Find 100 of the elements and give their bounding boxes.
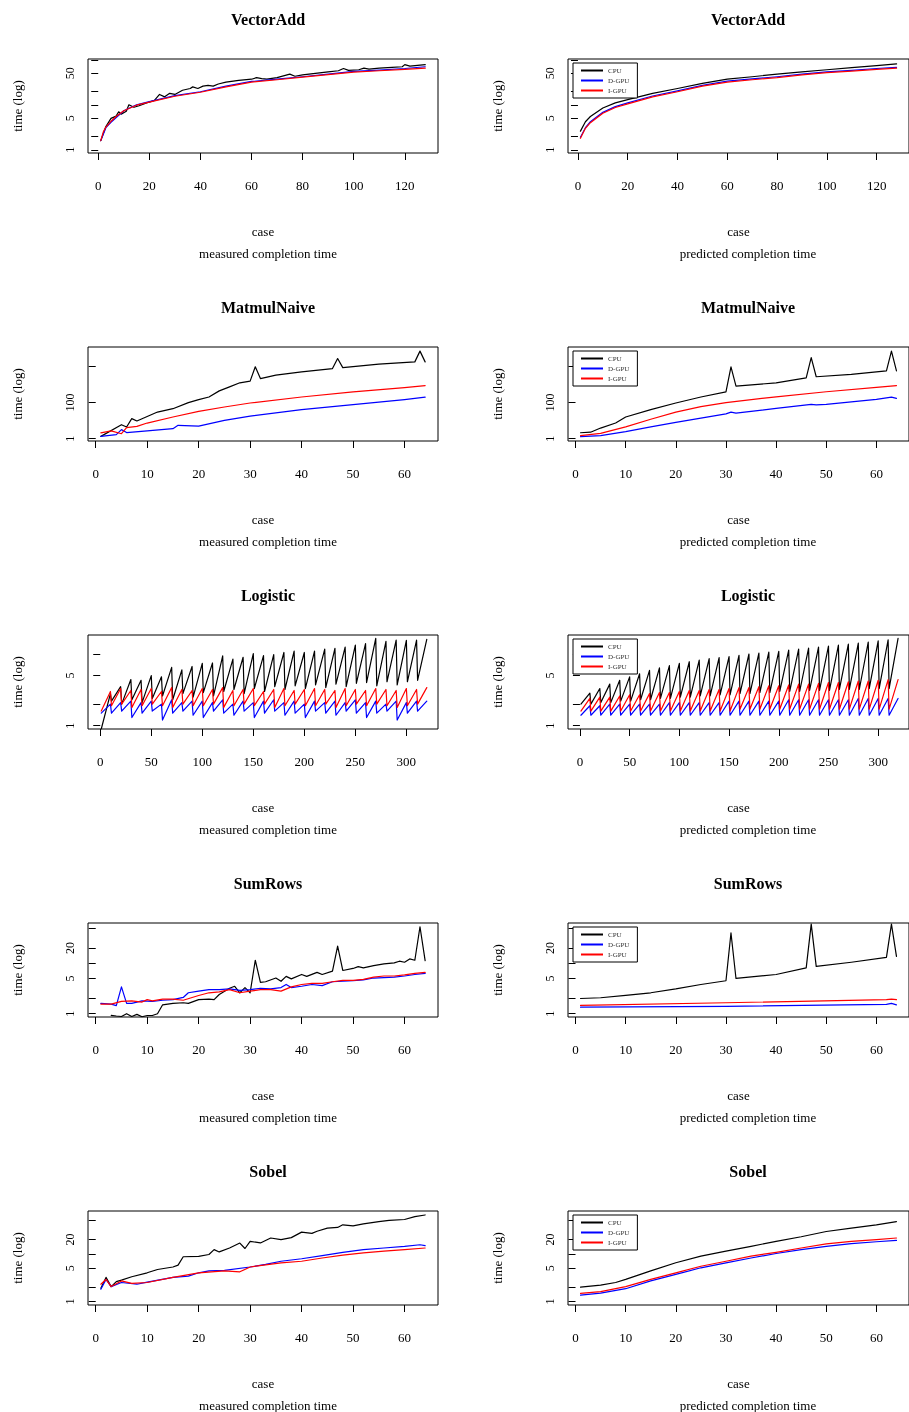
- x-tick-label: 0: [92, 466, 99, 481]
- x-tick-label: 200: [294, 754, 315, 769]
- x-axis-title: case: [251, 1376, 275, 1391]
- y-axis-title: time (log): [490, 656, 505, 708]
- x-axis-title: case: [251, 800, 275, 815]
- chart-title: MatmulNaive: [700, 298, 796, 316]
- chart-title: Sobel: [249, 1162, 288, 1180]
- x-tick-label: 30: [719, 1330, 733, 1345]
- y-tick-label: 1: [543, 1298, 557, 1305]
- x-tick-label: 80: [770, 178, 784, 193]
- x-tick-label: 200: [769, 754, 789, 769]
- y-tick-label: 1: [63, 1298, 77, 1305]
- y-tick-label: 5: [63, 975, 77, 982]
- x-tick-label: 150: [243, 754, 264, 769]
- y-axis-title: time (log): [10, 368, 25, 420]
- y-axis-title: time (log): [490, 368, 505, 420]
- x-tick-label: 50: [819, 466, 833, 481]
- x-axis-title: case: [727, 512, 750, 527]
- y-tick-label: 5: [543, 115, 557, 122]
- chart-title: VectorAdd: [710, 10, 786, 28]
- chart-title: SumRows: [713, 874, 783, 892]
- line-series: [579, 396, 898, 438]
- x-tick-label: 60: [245, 178, 258, 193]
- line-series: [579, 384, 898, 437]
- y-tick-label: 20: [543, 942, 557, 955]
- y-tick-label: 5: [63, 1265, 77, 1272]
- x-tick-label: 20: [669, 1330, 683, 1345]
- y-tick-label: 1: [63, 146, 77, 153]
- x-tick-label: 0: [574, 178, 582, 193]
- x-axis-title: case: [727, 224, 750, 239]
- text: predicted completion time: [679, 1398, 817, 1412]
- y-tick-label: 5: [63, 672, 77, 679]
- x-axis-title: case: [251, 512, 275, 527]
- x-axis-title: case: [251, 224, 275, 239]
- x-tick-label: 60: [720, 178, 734, 193]
- x-tick-label: 0: [572, 466, 579, 481]
- x-tick-label: 30: [719, 466, 733, 481]
- line-series: [100, 384, 426, 435]
- x-tick-label: 40: [295, 1042, 309, 1057]
- y-tick-label: 1: [63, 1010, 77, 1017]
- chart-title: MatmulNaive: [220, 298, 316, 316]
- x-tick-label: 60: [398, 1042, 412, 1057]
- x-tick-label: 30: [719, 1042, 733, 1057]
- y-tick-label: 100: [63, 393, 77, 412]
- x-tick-label: 50: [346, 466, 360, 481]
- y-tick-label: 1: [63, 435, 77, 442]
- x-tick-label: 100: [343, 178, 364, 193]
- chart-title: VectorAdd: [230, 10, 306, 28]
- x-tick-label: 100: [192, 754, 213, 769]
- y-tick-label: 20: [63, 1233, 77, 1246]
- x-axis-title: case: [727, 1088, 750, 1103]
- line-series: [579, 1220, 898, 1288]
- x-tick-label: 40: [769, 466, 783, 481]
- y-tick-label: 50: [63, 67, 77, 80]
- x-axis-title: case: [727, 1376, 750, 1391]
- x-tick-label: 0: [92, 1330, 99, 1345]
- x-tick-label: 50: [346, 1042, 360, 1057]
- x-tick-label: 30: [243, 466, 257, 481]
- text: measured completion time: [199, 1398, 338, 1412]
- line-series: [100, 699, 428, 721]
- x-tick-label: 250: [818, 754, 839, 769]
- x-tick-label: 0: [94, 178, 102, 193]
- y-tick-label: 1: [543, 146, 557, 153]
- x-tick-label: 250: [345, 754, 366, 769]
- x-tick-label: 20: [669, 1042, 683, 1057]
- x-tick-label: 60: [869, 1330, 883, 1345]
- x-tick-label: 150: [719, 754, 739, 769]
- y-axis-title: time (log): [10, 1232, 25, 1284]
- x-tick-label: 30: [243, 1330, 257, 1345]
- x-tick-label: 10: [140, 1042, 154, 1057]
- y-tick-label: 20: [543, 1233, 557, 1246]
- y-tick-label: 5: [543, 672, 557, 679]
- x-tick-label: 60: [398, 1330, 412, 1345]
- x-tick-label: 50: [819, 1042, 833, 1057]
- x-tick-label: 0: [572, 1330, 579, 1345]
- x-axis-title: case: [251, 1088, 275, 1103]
- chart-title: SumRows: [233, 874, 303, 892]
- y-tick-label: 1: [543, 722, 557, 729]
- x-tick-label: 40: [295, 466, 309, 481]
- y-tick-label: 5: [543, 1265, 557, 1272]
- x-tick-label: 0: [576, 754, 584, 769]
- line-series: [100, 350, 426, 437]
- y-tick-label: 100: [543, 393, 557, 412]
- x-tick-label: 0: [92, 1042, 99, 1057]
- x-tick-label: 20: [192, 1042, 206, 1057]
- y-tick-label: 1: [63, 722, 77, 729]
- x-tick-label: 10: [619, 466, 633, 481]
- line-series: [580, 678, 899, 712]
- y-axis-title: time (log): [490, 944, 505, 996]
- y-tick-label: 5: [63, 115, 77, 122]
- y-axis-title: time (log): [490, 1232, 505, 1284]
- text: predicted completion time: [679, 534, 817, 549]
- y-tick-label: 5: [543, 975, 557, 982]
- line-series: [580, 697, 899, 716]
- x-tick-label: 60: [869, 1042, 883, 1057]
- line-series: [100, 687, 428, 712]
- x-tick-label: 50: [346, 1330, 360, 1345]
- x-tick-label: 50: [819, 1330, 833, 1345]
- x-tick-label: 40: [671, 178, 685, 193]
- line-series: [579, 350, 898, 434]
